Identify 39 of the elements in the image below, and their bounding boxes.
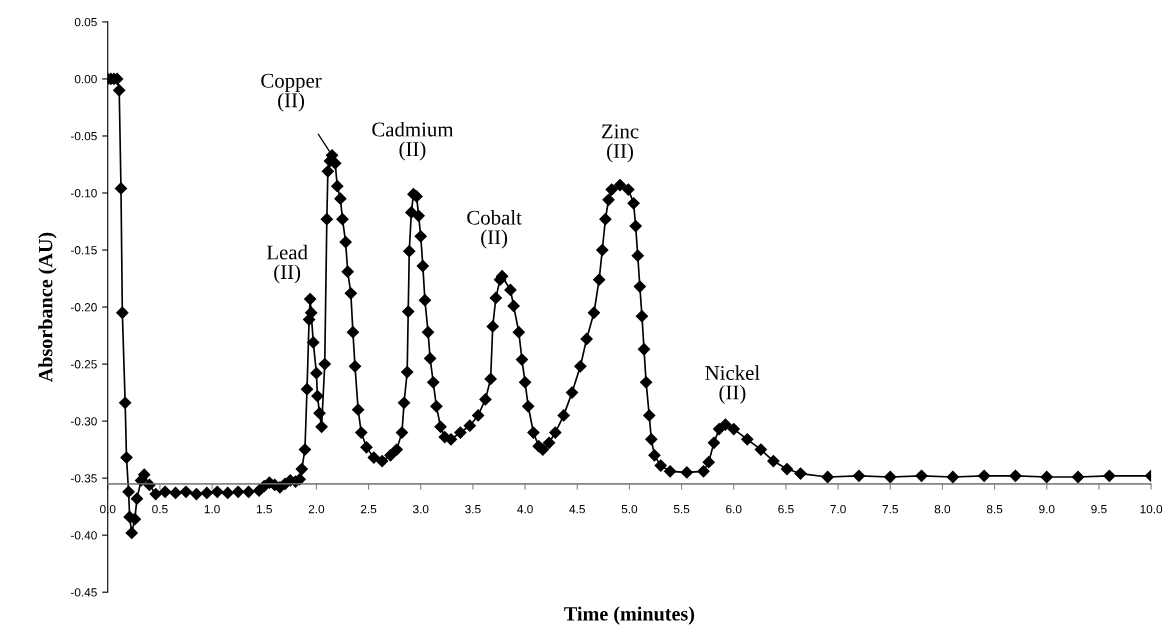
- y-tick-label: -0.35: [70, 474, 97, 483]
- y-tick-label: 0.05: [74, 17, 97, 27]
- x-tick-label: 5.5: [673, 505, 690, 514]
- y-axis-title: Absorbance (AU): [38, 232, 57, 383]
- annotation: Copper (II): [261, 73, 322, 112]
- x-tick-label: 7.5: [882, 505, 898, 514]
- annotation: Nickel (II): [705, 365, 760, 404]
- x-tick-label: 2.0: [308, 504, 325, 514]
- x-tick-label: 0.5: [152, 504, 168, 514]
- annotation: Zinc (II): [601, 124, 639, 163]
- annotation: Cobalt (II): [467, 210, 522, 249]
- x-tick-label: 6.5: [778, 504, 794, 514]
- x-tick-label: 3.0: [412, 504, 429, 514]
- x-tick-label: 1.5: [256, 505, 272, 514]
- y-tick-label: -0.30: [70, 417, 97, 426]
- x-tick-label: 10.0: [1140, 504, 1163, 514]
- y-tick-label: -0.20: [70, 303, 97, 312]
- x-axis-title: Time (minutes): [564, 606, 695, 625]
- x-tick-label: 9.5: [1091, 504, 1107, 514]
- y-tick-label: 0.00: [74, 74, 97, 84]
- y-tick-label: -0.40: [70, 531, 97, 540]
- x-tick-label: 9.0: [1039, 504, 1055, 514]
- x-tick-label: 6.0: [726, 504, 742, 514]
- x-tick-label: 5.0: [621, 504, 638, 514]
- y-tick-label: -0.15: [70, 246, 97, 255]
- y-tick-label: -0.25: [70, 360, 97, 369]
- x-tick-label: 8.5: [986, 504, 1003, 514]
- annotation: Lead (II): [266, 244, 308, 284]
- x-tick-label: 4.5: [569, 505, 585, 514]
- y-tick-label: -0.10: [70, 189, 97, 198]
- y-tick-label: -0.05: [70, 132, 97, 141]
- x-tick-label: 4.0: [517, 504, 533, 514]
- x-tick-label: 8.0: [934, 504, 951, 514]
- x-tick-label: 7.0: [830, 504, 846, 514]
- x-tick-label: 1.0: [204, 504, 220, 514]
- x-tick-label: 3.5: [465, 504, 481, 514]
- y-tick-label: -0.45: [70, 588, 97, 597]
- x-tick-label: 2.5: [360, 504, 377, 514]
- annotation: Cadmium (II): [372, 121, 454, 161]
